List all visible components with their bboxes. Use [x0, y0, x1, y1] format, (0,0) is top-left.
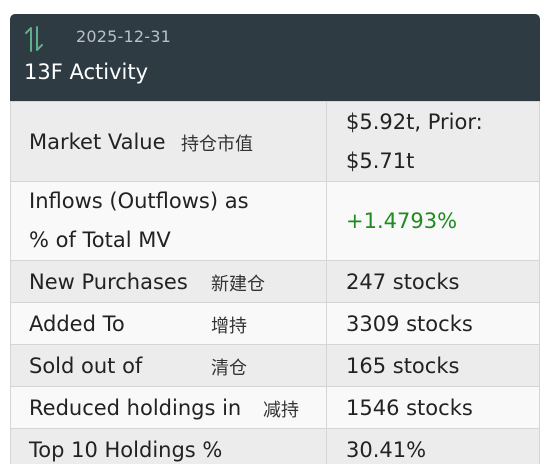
row-label-cell: Market Value 持仓市值 — [10, 101, 327, 182]
row-label-cn: 清仓 — [211, 357, 247, 379]
row-label: Reduced holdings in — [29, 395, 242, 420]
row-label-cell: Inflows (Outflows) as % of Total MV — [10, 181, 327, 261]
activity-card: 2025-12-31 13F Activity Market Value 持仓市… — [10, 14, 540, 464]
row-value-cell: 1546 stocks — [326, 386, 540, 429]
row-label: Market Value — [29, 129, 166, 154]
row-label-cn: 增持 — [211, 315, 247, 337]
row-value-cell: 30.41% — [326, 428, 540, 464]
table-row: Top 10 Holdings % 30.41% — [10, 428, 540, 464]
row-label-line: Inflows (Outflows) as — [29, 189, 249, 213]
row-label: Added To — [29, 311, 125, 336]
table-row: Market Value 持仓市值 $5.92t, Prior: $5.71t — [10, 101, 540, 182]
row-label: New Purchases — [29, 269, 188, 294]
row-label-cn: 新建仓 — [211, 273, 265, 295]
row-value-line: $5.92t, Prior: — [346, 109, 483, 134]
row-value-line: $5.71t — [346, 148, 415, 173]
row-label: Sold out of — [29, 353, 143, 378]
row-value-cell: 165 stocks — [326, 344, 540, 387]
row-value-cell: $5.92t, Prior: $5.71t — [326, 101, 540, 182]
row-label: Top 10 Holdings % — [29, 437, 223, 462]
table-row: Sold out of 清仓 165 stocks — [10, 344, 540, 387]
table-row: Reduced holdings in 减持 1546 stocks — [10, 386, 540, 429]
row-label-cn: 减持 — [263, 399, 299, 421]
row-label-cell: Sold out of 清仓 — [10, 344, 327, 387]
row-value-cell: 247 stocks — [326, 260, 540, 303]
row-label-line: % of Total MV — [29, 228, 171, 252]
row-label-cell: Top 10 Holdings % — [10, 428, 327, 464]
row-label-cell: Reduced holdings in 减持 — [10, 386, 327, 429]
row-label-cn: 持仓市值 — [181, 133, 253, 155]
card-title: 13F Activity — [24, 60, 149, 84]
card-header: 2025-12-31 13F Activity — [10, 14, 540, 101]
row-label-cell: Added To 增持 — [10, 302, 327, 345]
table-row: Inflows (Outflows) as % of Total MV +1.4… — [10, 181, 540, 261]
row-label-cell: New Purchases 新建仓 — [10, 260, 327, 303]
up-down-arrows-icon — [23, 24, 45, 54]
activity-table: Market Value 持仓市值 $5.92t, Prior: $5.71t … — [10, 101, 540, 464]
table-row: New Purchases 新建仓 247 stocks — [10, 260, 540, 303]
row-value-cell: +1.4793% — [326, 181, 540, 261]
row-value-cell: 3309 stocks — [326, 302, 540, 345]
report-date: 2025-12-31 — [76, 27, 171, 46]
table-row: Added To 增持 3309 stocks — [10, 302, 540, 345]
